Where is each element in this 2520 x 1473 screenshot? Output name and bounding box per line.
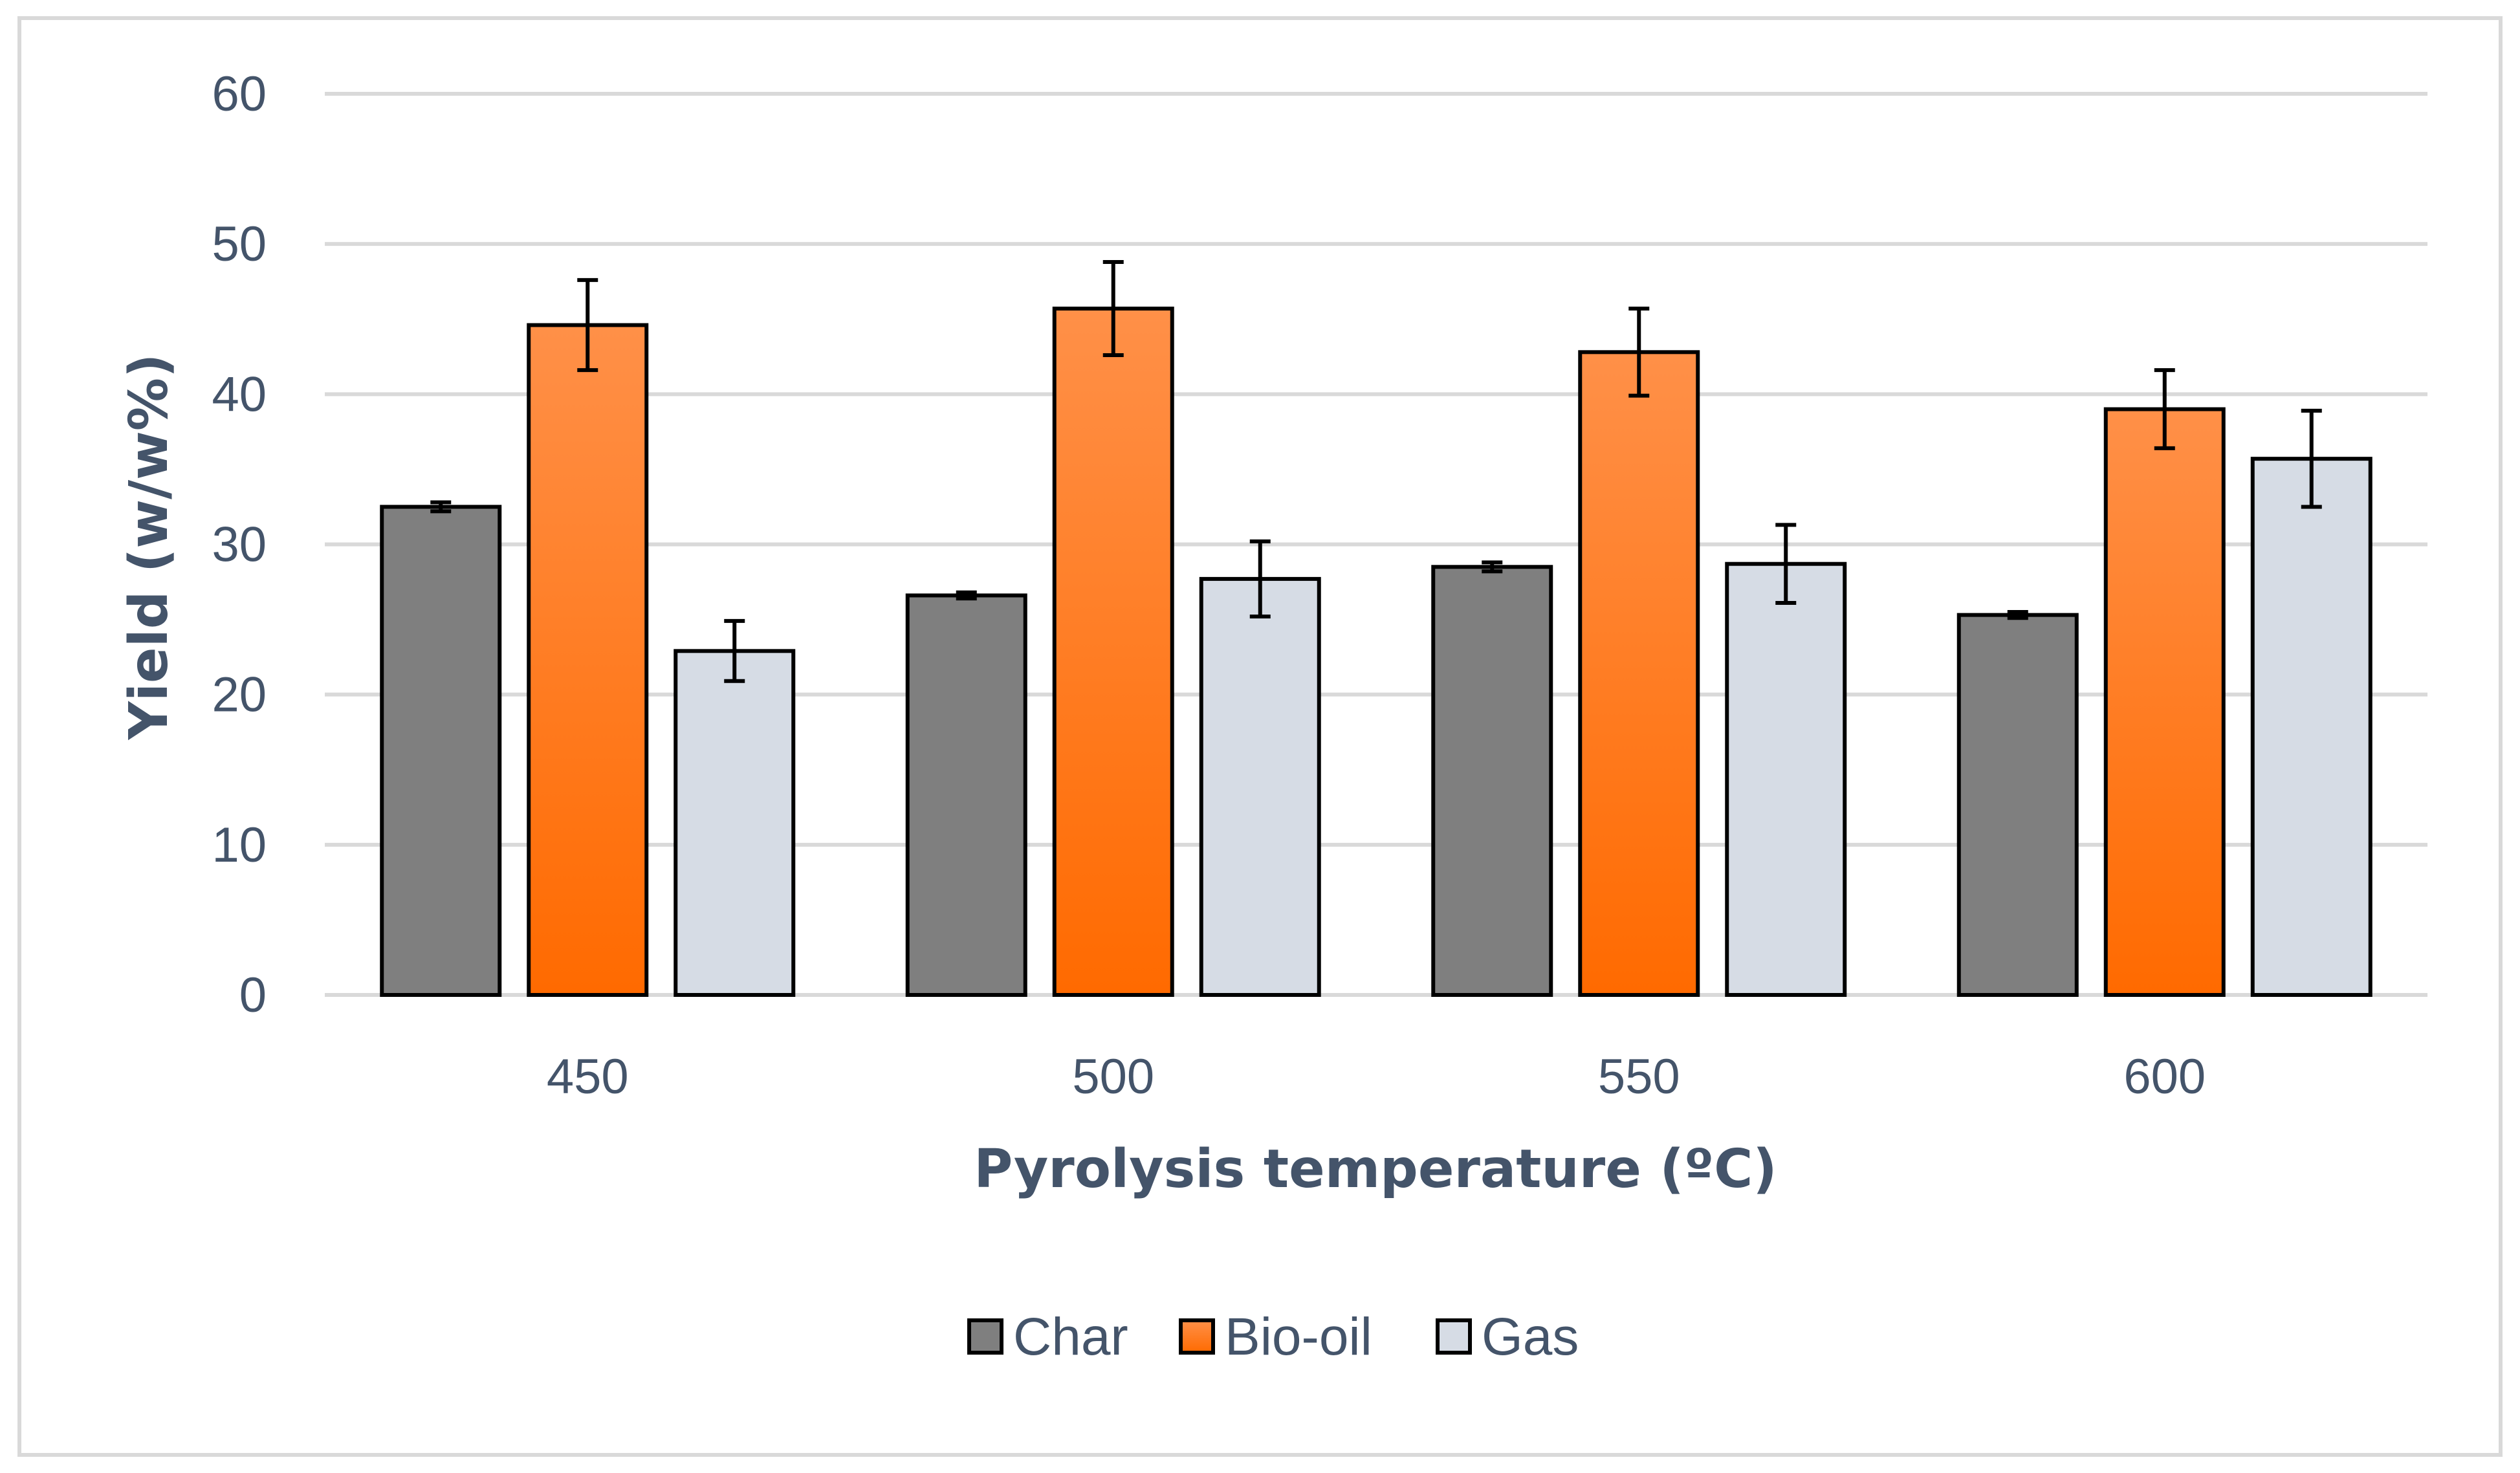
y-axis-ticks: 0 10 20 30 40 50 60 (212, 67, 267, 1023)
error-bar-gas-450 (724, 618, 745, 683)
x-tick-label: 450 (547, 1049, 629, 1104)
error-bar-char-500 (956, 590, 977, 601)
bar-char-550 (1431, 565, 1553, 997)
error-bar-gas-600 (2301, 408, 2322, 509)
legend-swatch-bio-oil (1179, 1318, 1215, 1355)
legend-label-char: Char (1013, 1307, 1128, 1366)
x-tick-label: 550 (1598, 1049, 1680, 1104)
error-bar-gas-550 (1775, 523, 1797, 606)
y-tick-label: 40 (212, 367, 267, 422)
y-axis-title: Yield (w/w%) (118, 353, 180, 740)
bar-char-500 (905, 593, 1027, 997)
legend: Char Bio-oil Gas (967, 1307, 1579, 1366)
legend-item-gas: Gas (1436, 1307, 1579, 1366)
error-bar-char-600 (2007, 609, 2028, 620)
bar-char-450 (380, 505, 502, 997)
y-tick-label: 60 (212, 67, 267, 122)
error-bar-gas-500 (1249, 539, 1271, 618)
x-axis-title: Pyrolysis temperature (ºC) (974, 1139, 1777, 1200)
error-bar-char-450 (430, 500, 452, 514)
bar-bio-oil-600 (2103, 407, 2226, 997)
bar-bio-oil-550 (1578, 350, 1700, 997)
x-axis-ticks: 450 500 550 600 (547, 1049, 2206, 1104)
bar-gas-550 (1725, 562, 1847, 997)
y-tick-label: 10 (212, 818, 267, 873)
bar-bio-oil-500 (1052, 306, 1174, 998)
error-bar-bio-oil-600 (2154, 368, 2175, 450)
legend-item-char: Char (967, 1307, 1128, 1366)
error-bar-char-550 (1482, 560, 1503, 574)
legend-label-gas: Gas (1482, 1307, 1579, 1366)
bar-gas-500 (1199, 576, 1321, 997)
y-tick-label: 30 (212, 518, 267, 573)
error-bar-bio-oil-450 (577, 278, 598, 373)
bar-gas-600 (2250, 457, 2372, 997)
bar-bio-oil-450 (527, 323, 649, 998)
legend-swatch-gas (1436, 1318, 1472, 1355)
y-tick-label: 0 (239, 968, 267, 1023)
x-tick-label: 500 (1072, 1049, 1154, 1104)
legend-label-bio-oil: Bio-oil (1225, 1307, 1372, 1366)
legend-item-bio-oil: Bio-oil (1179, 1307, 1372, 1366)
bars (380, 260, 2372, 998)
bar-gas-450 (674, 649, 796, 997)
bar-char-600 (1956, 613, 2079, 997)
error-bar-bio-oil-500 (1102, 260, 1124, 357)
legend-swatch-char (967, 1318, 1003, 1355)
y-tick-label: 20 (212, 668, 267, 723)
y-tick-label: 50 (212, 217, 267, 272)
error-bar-bio-oil-550 (1628, 306, 1650, 398)
x-tick-label: 600 (2123, 1049, 2206, 1104)
